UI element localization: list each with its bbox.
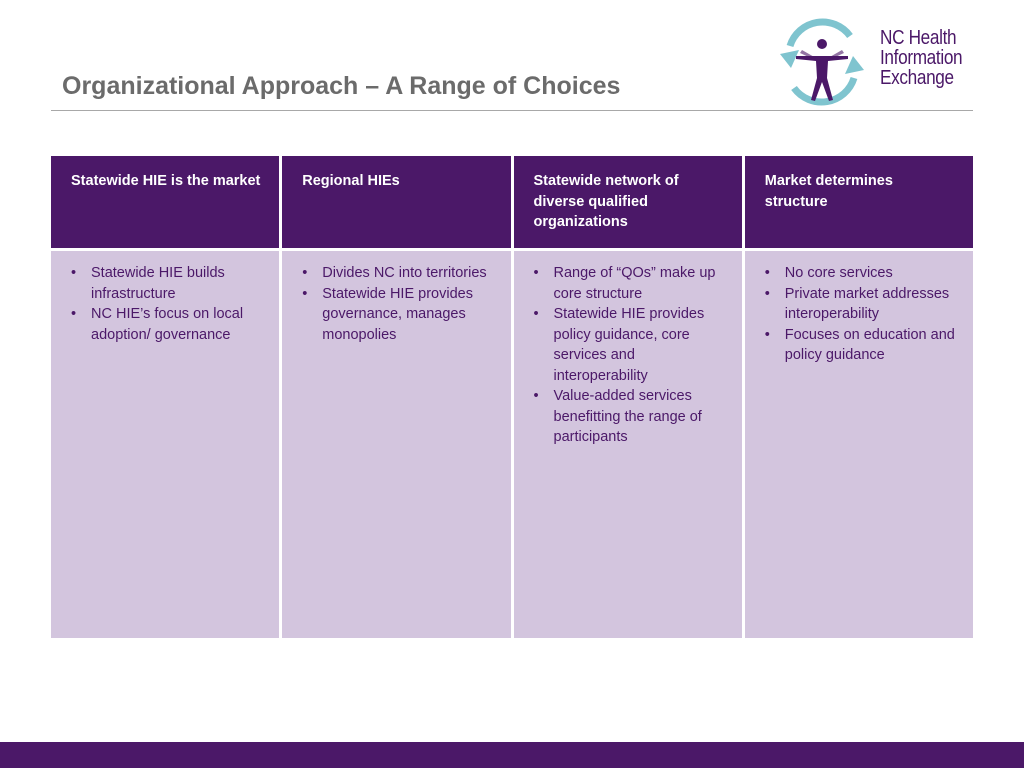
bullet-text: Statewide HIE provides governance, manag… (322, 285, 473, 343)
footer-band (0, 742, 1024, 768)
vitruvian-arrows-logo-icon (780, 18, 864, 106)
choice-body: • Divides NC into territories • Statewide … (282, 251, 511, 638)
bullet-item: • Range of “QOs” make up core structure (534, 263, 728, 304)
bullet-icon: • (302, 265, 308, 281)
bullet-item: • Divides NC into territories (302, 263, 496, 284)
bullet-icon: • (764, 265, 770, 281)
choice-header: Statewide HIE is the market (51, 156, 280, 248)
choices-table: Statewide HIE is the market • Statewide H… (51, 156, 973, 638)
bullet-item: • Statewide HIE builds infrastructure (71, 263, 265, 304)
logo-line: Exchange (880, 67, 954, 89)
bullet-icon: • (71, 265, 77, 281)
choice-column: Regional HIEs • Divides NC into territori… (282, 156, 511, 638)
bullet-icon: • (764, 285, 770, 302)
bullet-list: • Statewide HIE builds infrastructure • NC… (71, 263, 265, 345)
choice-column: Market determines structure • No core ser… (744, 156, 973, 638)
choice-header: Regional HIEs (282, 156, 511, 248)
bullet-icon: • (533, 265, 539, 281)
bullet-list: • Range of “QOs” make up core structure •… (534, 263, 728, 448)
logo-line: Information (880, 47, 963, 69)
choice-header: Statewide network of diverse qualified o… (513, 156, 742, 248)
bullet-text: Focuses on education and policy guidance (784, 326, 955, 364)
bullet-icon: • (71, 306, 77, 322)
bullet-text: Divides NC into territories (322, 265, 487, 281)
choice-column: Statewide HIE is the market • Statewide H… (51, 156, 280, 638)
bullet-icon: • (533, 306, 539, 322)
bullet-list: • No core services • Private market addres… (765, 263, 959, 366)
bullet-icon: • (764, 326, 770, 343)
bullet-icon: • (533, 388, 539, 404)
bullet-list: • Divides NC into territories • Statewide … (302, 263, 496, 345)
bullet-item: • No core services (765, 263, 959, 284)
bullet-item: • Value-added services benefitting the ra… (534, 386, 728, 448)
bullet-text: No core services (784, 265, 893, 281)
logo-wordmark: NC Health Information Exchange (880, 27, 963, 89)
logo-line: NC Health (880, 27, 957, 49)
page-title: Organizational Approach – A Range of Cho… (62, 72, 621, 100)
bullet-icon: • (302, 285, 308, 302)
bullet-item: • Statewide HIE provides governance, mana… (302, 284, 496, 346)
choice-body: • Statewide HIE builds infrastructure • NC… (51, 251, 280, 638)
title-divider (51, 110, 973, 111)
nc-hie-logo: NC Health Information Exchange (772, 16, 982, 108)
bullet-text: Statewide HIE provides policy guidance, … (553, 306, 705, 384)
bullet-text: NC HIE’s focus on local adoption/ govern… (91, 306, 244, 343)
choice-body: • Range of “QOs” make up core structure •… (513, 251, 742, 638)
bullet-text: Private market addresses interoperabilit… (784, 285, 950, 323)
bullet-item: • Focuses on education and policy guidanc… (765, 325, 959, 366)
bullet-item: • NC HIE’s focus on local adoption/ gover… (71, 304, 265, 345)
bullet-item: • Private market addresses interoperabili… (765, 284, 959, 325)
choice-column: Statewide network of diverse qualified o… (513, 156, 742, 638)
choice-body: • No core services • Private market addres… (744, 251, 973, 638)
bullet-text: Range of “QOs” make up core structure (553, 265, 716, 302)
bullet-text: Statewide HIE builds infrastructure (91, 265, 225, 302)
bullet-text: Value-added services benefitting the ran… (553, 388, 702, 445)
choice-header: Market determines structure (744, 156, 973, 248)
bullet-item: • Statewide HIE provides policy guidance,… (534, 304, 728, 386)
